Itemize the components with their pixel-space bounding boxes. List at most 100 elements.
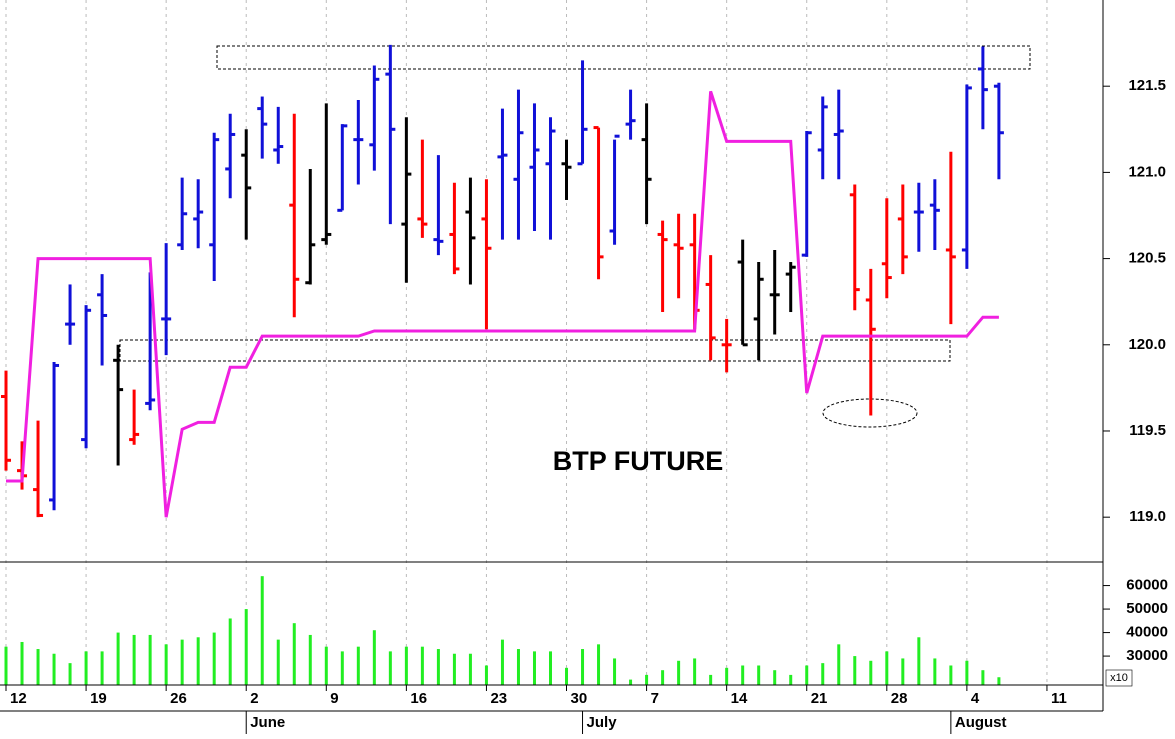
volume-bar [276,639,280,685]
ohlc-bar [481,179,492,330]
ohlc-bar [241,129,252,240]
volume-bar [68,663,72,685]
volume-bar [532,651,536,685]
ohlc-bar [433,155,444,256]
ohlc-bar [305,168,316,285]
x-tick-label: 14 [731,690,748,707]
volume-bar [292,623,296,685]
ohlc-bar [753,262,764,361]
ohlc-bar [545,117,556,240]
ohlc-bar [577,60,588,166]
ohlc-bar [641,103,652,225]
y-tick-label: 60000 [1126,577,1168,594]
volume-bar [452,653,456,685]
volume-bar [4,646,8,685]
volume-bar [164,644,168,685]
y-tick-label: 120.0 [1128,336,1166,353]
ohlc-bar [273,106,284,164]
volume-bar [148,634,152,685]
ohlc-bar [193,179,204,249]
volume-bar [340,651,344,685]
x-tick-label: 7 [651,690,659,707]
volume-bar [709,674,713,685]
volume-bar [597,644,601,685]
x-tick-label: 19 [90,690,107,707]
ohlc-bar [225,113,236,199]
multiplier-box [1105,669,1133,687]
ohlc-bar [993,82,1004,180]
ohlc-bar [65,284,76,345]
ohlc-bar [97,274,108,366]
volume-bar [180,639,184,685]
volume-bar [36,649,40,685]
ohlc-bar [145,272,156,411]
ohlc-bar [209,132,220,281]
x-tick-label: 28 [891,690,908,707]
ohlc-bar [817,96,828,180]
volume-bar [933,658,937,685]
ohlc-bar [913,182,924,252]
volume-bar [244,609,248,685]
volume-bar [885,651,889,685]
volume-bar [356,646,360,685]
ohlc-bar [465,177,476,285]
ohlc-bar [321,103,332,245]
ohlc-bar [561,139,572,200]
volume-bar [661,670,665,685]
ohlc-bar [337,124,348,212]
ohlc-bar [161,243,172,356]
volume-bar [901,658,905,685]
y-tick-label: 119.5 [1129,422,1166,439]
volume-bar [484,665,488,685]
volume-bar [757,665,761,685]
volume-bar [52,653,56,685]
x-tick-label: 4 [971,690,980,707]
ohlc-bar [289,113,300,318]
marks [1,44,1004,685]
ohlc-bar [593,126,604,280]
y-tick-label: 40000 [1126,624,1168,641]
ohlc-bar [113,344,124,466]
x-tick-label: 21 [811,690,828,707]
month-label: July [587,714,618,731]
ohlc-bar [673,213,684,299]
x-tick-label: 26 [170,690,187,707]
volume-bar [629,679,633,685]
ohlc-bar [497,108,508,240]
ohlc-bar [353,99,364,185]
ohlc-bar [721,318,732,373]
ohlc-bar [385,44,396,225]
volume-bar [869,660,873,685]
ohlc-bar [1,370,12,471]
ohlc-bar [961,84,972,269]
range-box [119,339,951,362]
volume-bar [789,674,793,685]
ohlc-bar [945,151,956,325]
volume-bar [917,637,921,685]
month-label: August [955,714,1007,731]
ohlc-bar [785,262,796,313]
y-tick-label: 121.5 [1128,77,1166,94]
volume-bar [20,641,24,685]
volume-bar [645,674,649,685]
volume-bar [741,665,745,685]
volume-bar [677,660,681,685]
ohlc-bar [49,362,60,511]
x-tick-label: 23 [490,690,507,707]
volume-bar [324,646,328,685]
volume-bar [853,656,857,685]
ohlc-bar [609,134,620,245]
ohlc-bar [625,89,636,140]
ohlc-bar [801,131,812,257]
volume-bar [565,667,569,685]
ohlc-bar [897,184,908,275]
volume-bar [468,653,472,685]
volume-bar [100,651,104,685]
ohlc-bar [401,117,412,283]
volume-bar [949,665,953,685]
volume-bar [372,630,376,685]
volume-bar [116,632,120,685]
y-tick-label: 120.5 [1128,250,1166,267]
volume-bar [404,646,408,685]
